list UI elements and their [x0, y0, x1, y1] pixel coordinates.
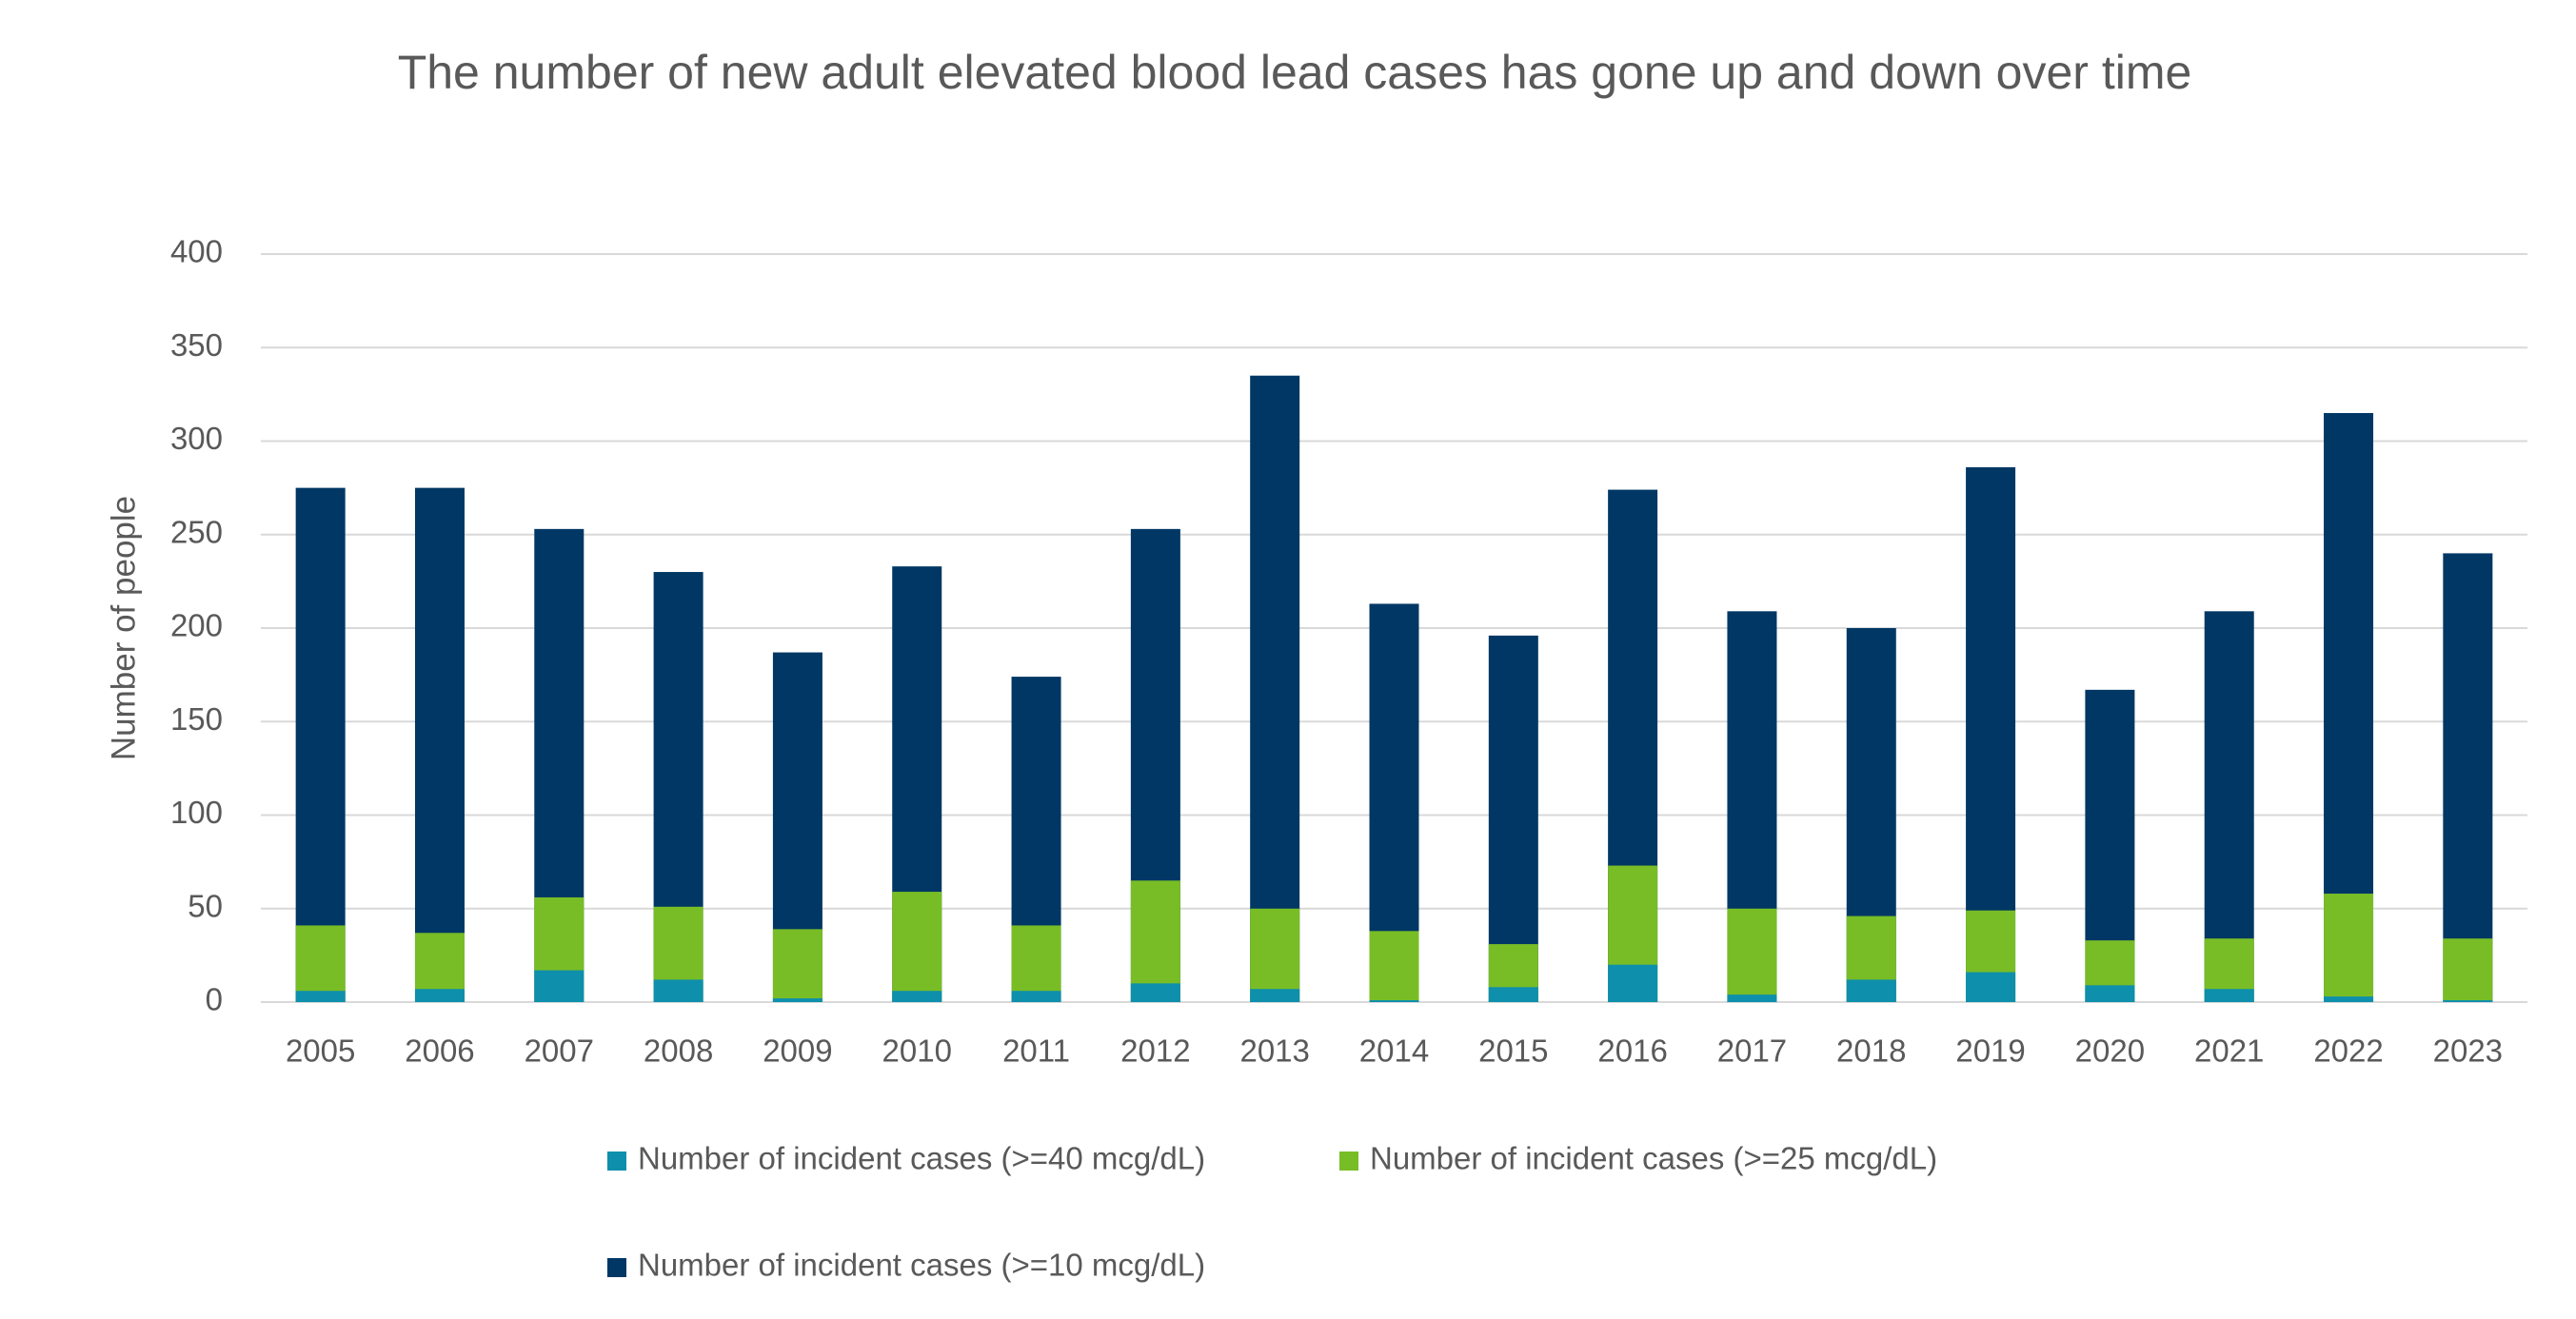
bar	[1727, 994, 1777, 1002]
legend-swatch	[607, 1258, 626, 1277]
bar	[295, 487, 346, 1002]
y-axis-title: Number of people	[105, 496, 142, 760]
x-tick-label: 2012	[1120, 1034, 1190, 1069]
bar	[653, 979, 703, 1002]
bar	[2443, 553, 2493, 1002]
y-tick-label: 350	[170, 327, 223, 363]
bar	[2085, 985, 2135, 1002]
bar	[295, 991, 346, 1002]
y-tick-label: 50	[188, 888, 223, 923]
x-tick-label: 2011	[1002, 1034, 1070, 1069]
legend-swatch	[607, 1152, 626, 1171]
legend-swatch	[1339, 1152, 1358, 1171]
x-tick-label: 2016	[1597, 1034, 1667, 1069]
x-tick-label: 2005	[286, 1034, 355, 1069]
bar	[1369, 1000, 1419, 1002]
bar	[1250, 908, 1300, 1002]
x-tick-label: 2019	[1955, 1034, 2025, 1069]
x-tick-label: 2007	[525, 1034, 594, 1069]
y-tick-label: 250	[170, 514, 223, 549]
bar	[2443, 1000, 2493, 1002]
chart-title: The number of new adult elevated blood l…	[397, 46, 2192, 99]
y-tick-label: 0	[206, 982, 223, 1017]
y-tick-label: 100	[170, 795, 223, 830]
x-tick-label: 2017	[1717, 1034, 1787, 1069]
bar	[2443, 938, 2493, 1002]
bar	[2204, 989, 2254, 1002]
bar	[1846, 979, 1896, 1002]
y-tick-label: 300	[170, 421, 223, 456]
bar	[1011, 925, 1061, 1002]
bar	[1250, 375, 1300, 1003]
legend-label: Number of incident cases (>=25 mcg/dL)	[1370, 1141, 1937, 1176]
bar	[892, 991, 942, 1002]
bar	[1488, 987, 1538, 1002]
bar	[2204, 611, 2254, 1002]
x-tick-label: 2021	[2194, 1034, 2264, 1069]
bar	[1250, 989, 1300, 1002]
x-tick-label: 2010	[882, 1034, 952, 1069]
bar	[414, 989, 465, 1002]
bar	[1727, 908, 1777, 1002]
y-tick-label: 150	[170, 701, 223, 737]
x-tick-label: 2006	[405, 1034, 474, 1069]
bar	[295, 925, 346, 1002]
bar	[1488, 635, 1538, 1002]
bar	[1130, 983, 1180, 1002]
bar	[892, 892, 942, 1002]
y-tick-label: 200	[170, 608, 223, 643]
legend-label: Number of incident cases (>=10 mcg/dL)	[638, 1248, 1205, 1283]
bar	[1966, 972, 2016, 1002]
bar	[1369, 931, 1419, 1002]
bar	[2324, 996, 2374, 1002]
bar	[1011, 991, 1061, 1002]
x-tick-label: 2009	[763, 1034, 832, 1069]
bar	[772, 929, 822, 1002]
x-tick-label: 2020	[2075, 1034, 2145, 1069]
legend-label: Number of incident cases (>=40 mcg/dL)	[638, 1141, 1205, 1176]
x-tick-label: 2018	[1836, 1034, 1906, 1069]
x-tick-label: 2022	[2313, 1034, 2383, 1069]
x-tick-label: 2008	[644, 1034, 713, 1069]
bar	[772, 998, 822, 1002]
x-tick-label: 2023	[2433, 1034, 2503, 1069]
bar	[534, 970, 585, 1002]
x-tick-label: 2015	[1478, 1034, 1548, 1069]
x-tick-label: 2013	[1239, 1034, 1309, 1069]
bar	[2324, 894, 2374, 1002]
y-tick-label: 400	[170, 234, 223, 269]
bar	[1608, 964, 1658, 1002]
bar	[414, 487, 465, 1002]
x-tick-label: 2014	[1359, 1034, 1429, 1069]
bar	[1130, 880, 1180, 1002]
